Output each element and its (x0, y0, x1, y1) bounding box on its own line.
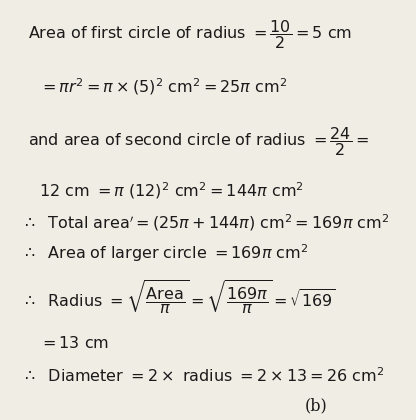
Text: (b): (b) (305, 397, 327, 414)
Text: $= \pi r^2 = \pi \times (5)^2\ \mathrm{cm}^2 = 25\pi\ \mathrm{cm}^2$: $= \pi r^2 = \pi \times (5)^2\ \mathrm{c… (39, 76, 287, 97)
Text: and area of second circle of radius $= \dfrac{24}{2} =$: and area of second circle of radius $= \… (28, 125, 369, 158)
Text: $\therefore\ $ Radius $= \sqrt{\dfrac{\mathrm{Area}}{\pi}} = \sqrt{\dfrac{169\pi: $\therefore\ $ Radius $= \sqrt{\dfrac{\m… (22, 278, 337, 317)
Text: $\therefore\ $ Diameter $= 2 \times$ radius $= 2 \times 13 = 26\ \mathrm{cm}^2$: $\therefore\ $ Diameter $= 2 \times$ rad… (22, 366, 384, 385)
Text: $\therefore\ $ Total area$^{\prime}= (25\pi + 144\pi)\ \mathrm{cm}^2 = 169\pi\ \: $\therefore\ $ Total area$^{\prime}= (25… (22, 212, 390, 233)
Text: $12$ cm $= \pi\ (12)^2\ \mathrm{cm}^2 = 144\pi\ \mathrm{cm}^2$: $12$ cm $= \pi\ (12)^2\ \mathrm{cm}^2 = … (39, 181, 304, 201)
Text: $\therefore\ $ Area of larger circle $= 169\pi\ \mathrm{cm}^2$: $\therefore\ $ Area of larger circle $= … (22, 242, 309, 264)
Text: Area of first circle of radius $=\dfrac{10}{2}= 5$ cm: Area of first circle of radius $=\dfrac{… (28, 18, 352, 51)
Text: $= 13$ cm: $= 13$ cm (39, 335, 109, 351)
